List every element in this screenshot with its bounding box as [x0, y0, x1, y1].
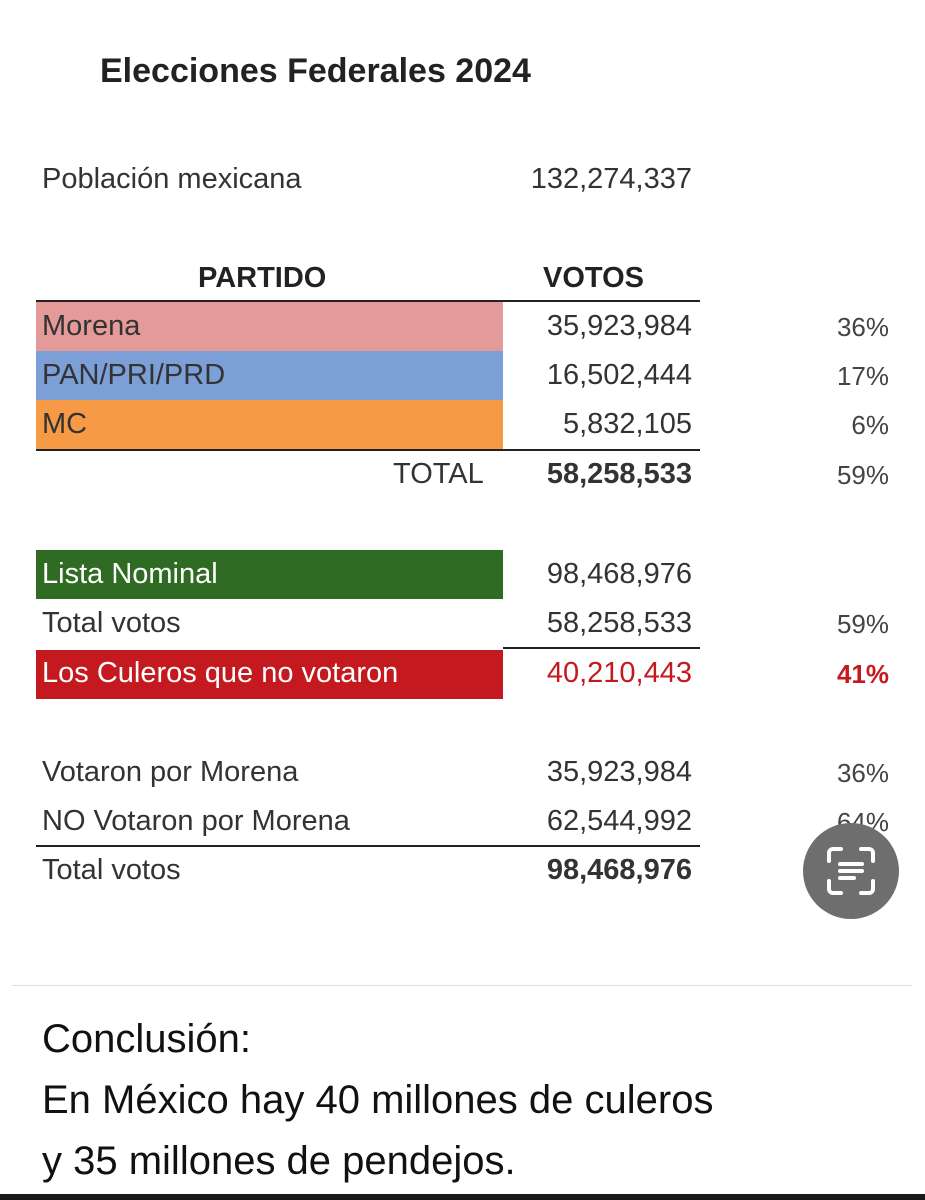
header-underline — [36, 300, 700, 302]
morena-split-underline — [36, 845, 700, 847]
no-votaron-morena-value: 62,544,992 — [546, 805, 692, 837]
party-pct-mc: 6% — [851, 410, 889, 440]
lista-nominal-label: Lista Nominal — [42, 558, 218, 590]
party-votes-mc: 5,832,105 — [562, 408, 692, 440]
total-votos-pct: 59% — [836, 609, 889, 639]
conclusion-line-1: En México hay 40 millones de culeros — [42, 1078, 714, 1122]
no-votaron-value: 40,210,443 — [546, 657, 692, 689]
votaron-morena-label: Votaron por Morena — [42, 756, 299, 788]
votaron-morena-value: 35,923,984 — [546, 756, 692, 788]
party-pct-morena: 36% — [836, 312, 889, 342]
total-votos-underline — [503, 647, 700, 649]
no-votaron-band — [36, 650, 503, 699]
lista-nominal-band — [36, 550, 503, 599]
header-votos: VOTOS — [543, 262, 644, 294]
total-votos-final-label: Total votos — [42, 854, 181, 886]
conclusion-heading: Conclusión: — [42, 1017, 252, 1061]
text-scan-icon — [827, 847, 875, 895]
votaron-morena-pct: 36% — [836, 758, 889, 788]
page-title: Elecciones Federales 2024 — [100, 52, 531, 90]
party-band-morena — [36, 302, 503, 351]
party-name-mc: MC — [42, 408, 88, 440]
poblacion-label: Población mexicana — [42, 163, 302, 195]
total-label: TOTAL — [393, 458, 484, 490]
conclusion-line-2: y 35 millones de pendejos. — [42, 1139, 516, 1183]
bottom-edge — [0, 1194, 925, 1200]
party-band-mc — [36, 400, 503, 449]
party-name-pan-pri-prd: PAN/PRI/PRD — [42, 359, 226, 391]
total-votos-value: 58,258,533 — [546, 607, 692, 639]
total-pct: 59% — [836, 460, 889, 490]
total-votos-label: Total votos — [42, 607, 181, 639]
party-pct-pan-pri-prd: 17% — [836, 361, 889, 391]
total-votes: 58,258,533 — [546, 458, 692, 490]
party-votes-morena: 35,923,984 — [546, 310, 692, 342]
total-votos-final-value: 98,468,976 — [546, 854, 692, 886]
party-votes-pan-pri-prd: 16,502,444 — [546, 359, 692, 391]
no-votaron-morena-label: NO Votaron por Morena — [42, 805, 350, 837]
lista-nominal-value: 98,468,976 — [546, 558, 692, 590]
section-divider — [12, 985, 912, 986]
parties-underline — [36, 449, 700, 451]
poblacion-value: 132,274,337 — [530, 163, 692, 195]
no-votaron-pct: 41% — [836, 659, 889, 689]
text-scan-button[interactable] — [803, 823, 899, 919]
no-votaron-label: Los Culeros que no votaron — [42, 657, 399, 689]
party-band-pan-pri-prd — [36, 351, 503, 400]
header-partido: PARTIDO — [198, 262, 327, 294]
party-name-morena: Morena — [42, 310, 141, 342]
